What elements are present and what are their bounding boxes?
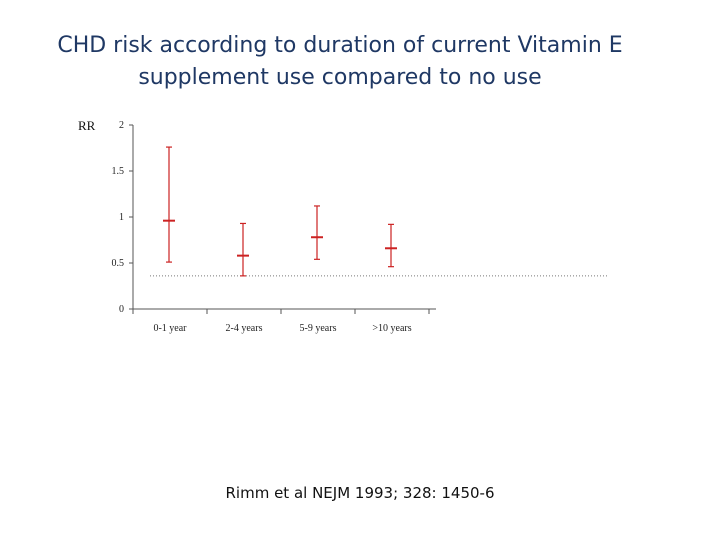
y-tick-label: 1.5 [112,166,125,177]
y-tick-label: 0 [119,304,124,315]
slide-title: CHD risk according to duration of curren… [20,30,660,94]
x-tick-label: 5-9 years [300,323,337,334]
y-tick-label: 1 [119,212,124,223]
y-tick-label: 2 [119,120,124,131]
y-axis-label: RR [78,118,96,133]
y-tick-label: 0.5 [112,258,125,269]
x-tick-label: 0-1 year [153,323,187,334]
x-tick-label: >10 years [372,323,411,334]
title-line-2: supplement use compared to no use [138,65,542,90]
x-tick-label: 2-4 years [226,323,263,334]
title-line-1: CHD risk according to duration of curren… [57,33,623,58]
citation: Rimm et al NEJM 1993; 328: 1450-6 [225,484,495,502]
